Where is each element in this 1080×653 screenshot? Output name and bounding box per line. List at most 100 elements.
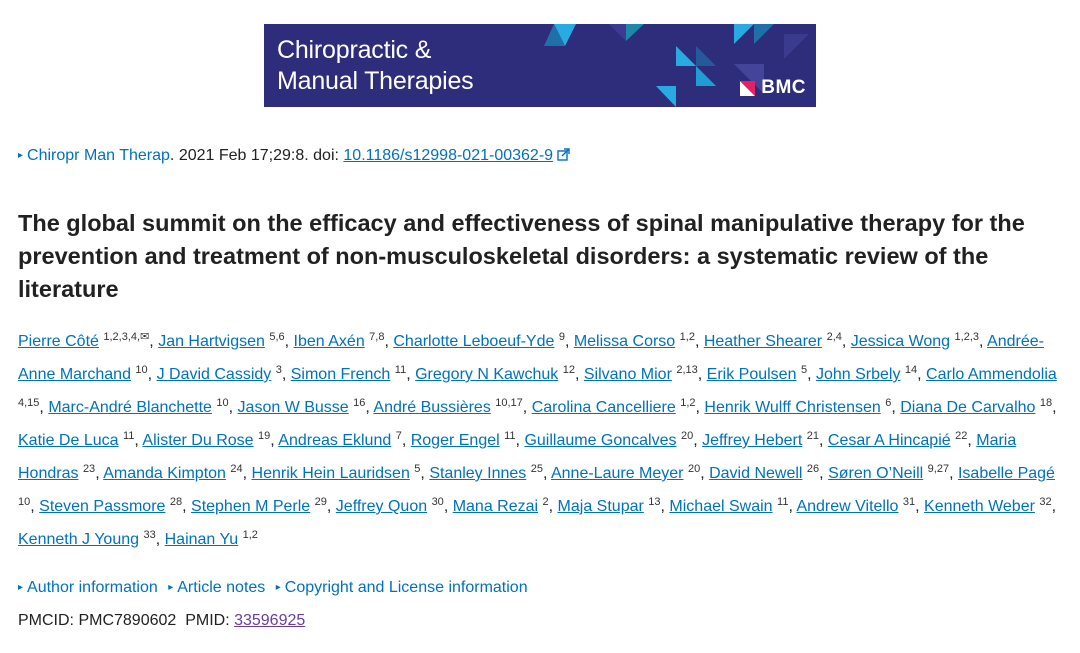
author-link[interactable]: Jeffrey Hebert <box>702 432 803 449</box>
author-link[interactable]: Guillaume Goncalves <box>524 432 677 449</box>
author-affiliation-sup[interactable]: 9 <box>558 331 565 343</box>
article-notes-toggle[interactable]: ▸ Article notes <box>168 579 265 596</box>
author-affiliation-sup[interactable]: 7,8 <box>369 331 385 343</box>
author-affiliation-sup[interactable]: 30 <box>431 496 444 508</box>
author-link[interactable]: Mana Rezai <box>452 498 539 515</box>
author-link[interactable]: Jan Hartvigsen <box>158 333 265 350</box>
author-affiliation-sup[interactable]: 1,2 <box>679 331 695 343</box>
author-affiliation-sup[interactable]: 1,2 <box>680 397 696 409</box>
author-link[interactable]: Iben Axén <box>293 333 365 350</box>
external-link-icon[interactable] <box>557 148 570 161</box>
author-link[interactable]: Henrik Hein Lauridsen <box>251 465 410 482</box>
author-affiliation-sup[interactable]: 3 <box>275 364 282 376</box>
author-affiliation-sup[interactable]: 24 <box>230 463 243 475</box>
author-affiliation-sup[interactable]: 10 <box>216 397 229 409</box>
author-link[interactable]: Søren O’Neill <box>828 465 924 482</box>
author-link[interactable]: Roger Engel <box>410 432 500 449</box>
author-affiliation-sup[interactable]: 10 <box>135 364 148 376</box>
author-link[interactable]: André Bussières <box>373 399 491 416</box>
author-link[interactable]: Anne-Laure Meyer <box>550 465 684 482</box>
author-link[interactable]: Maja Stupar <box>557 498 644 515</box>
author-link[interactable]: Hainan Yu <box>164 531 239 548</box>
author-link[interactable]: Kenneth J Young <box>18 531 140 548</box>
author-link[interactable]: Isabelle Pagé <box>957 465 1055 482</box>
author-link[interactable]: Cesar A Hincapié <box>827 432 951 449</box>
author-affiliation-sup[interactable]: 29 <box>314 496 327 508</box>
author-affiliation-sup[interactable]: 22 <box>955 430 968 442</box>
author-affiliation-sup[interactable]: 16 <box>353 397 366 409</box>
author-affiliation-sup[interactable]: 11 <box>777 496 789 508</box>
pmid-link[interactable]: 33596925 <box>234 612 306 629</box>
author-affiliation-sup[interactable]: 11 <box>122 430 135 442</box>
author-affiliation-sup[interactable]: 5 <box>414 463 421 475</box>
author-link[interactable]: Silvano Mior <box>583 366 672 383</box>
author-link[interactable]: Amanda Kimpton <box>103 465 226 482</box>
author-link[interactable]: Maria Hondras <box>18 432 1017 482</box>
author-affiliation-sup[interactable]: 19 <box>258 430 271 442</box>
author-affiliation-sup[interactable]: 1,2,3,4,✉ <box>103 331 150 343</box>
author-link[interactable]: Marc-André Blanchette <box>48 399 212 416</box>
author-link[interactable]: Jessica Wong <box>850 333 951 350</box>
author-link[interactable]: Henrik Wulff Christensen <box>704 399 881 416</box>
author-affiliation-sup[interactable]: 5 <box>800 364 808 376</box>
author-link[interactable]: Steven Passmore <box>39 498 166 515</box>
author-affiliation-sup[interactable]: 5,6 <box>269 331 285 343</box>
author-link[interactable]: Alister Du Rose <box>142 432 254 449</box>
author-affiliation-sup[interactable]: 10,17 <box>495 397 523 409</box>
author-link[interactable]: Carlo Ammendolia <box>926 366 1057 383</box>
author-affiliation-sup[interactable]: 2,13 <box>676 364 698 376</box>
author-affiliation-sup[interactable]: 11 <box>504 430 516 442</box>
author-link[interactable]: Andrew Vitello <box>796 498 899 515</box>
author-affiliation-sup[interactable]: 7 <box>395 430 402 442</box>
journal-banner[interactable]: Chiropractic & Manual Therapies BMC <box>264 24 816 107</box>
author-link[interactable]: Katie De Luca <box>18 432 119 449</box>
author-affiliation-sup[interactable]: 32 <box>1039 496 1052 508</box>
author-affiliation-sup[interactable]: 10 <box>18 496 31 508</box>
author-affiliation-sup[interactable]: 20 <box>680 430 694 442</box>
author-link[interactable]: Carolina Cancelliere <box>531 399 676 416</box>
author-link[interactable]: Pierre Côté <box>18 333 99 350</box>
author-affiliation-sup[interactable]: 2,4 <box>826 331 842 343</box>
author-affiliation-sup[interactable]: 13 <box>648 496 661 508</box>
author-link[interactable]: Michael Swain <box>669 498 773 515</box>
author-affiliation-sup[interactable]: 1,2,3 <box>954 331 979 343</box>
author-affiliation-sup[interactable]: 1,2 <box>242 529 258 541</box>
author-link[interactable]: Melissa Corso <box>573 333 676 350</box>
author-link[interactable]: Andreas Eklund <box>278 432 392 449</box>
author-link[interactable]: David Newell <box>709 465 803 482</box>
author-link[interactable]: Stanley Innes <box>429 465 527 482</box>
author-link[interactable]: Andrée-Anne Marchand <box>18 333 1044 383</box>
author-link[interactable]: Kenneth Weber <box>924 498 1035 515</box>
author-link[interactable]: Diana De Carvalho <box>900 399 1036 416</box>
author-affiliation-sup[interactable]: 23 <box>82 463 96 475</box>
author-affiliation-sup[interactable]: 6 <box>885 397 892 409</box>
author-link[interactable]: John Srbely <box>815 366 901 383</box>
author-affiliation-sup[interactable]: 2 <box>542 496 549 508</box>
author-link[interactable]: Jeffrey Quon <box>335 498 428 515</box>
author-link[interactable]: Jason W Busse <box>237 399 349 416</box>
author-affiliation-sup[interactable]: 9,27 <box>927 463 950 475</box>
author-affiliation-sup[interactable]: 18 <box>1039 397 1053 409</box>
doi-link[interactable]: 10.1186/s12998-021-00362-9 <box>343 147 554 164</box>
author-affiliation-sup[interactable]: 14 <box>904 364 918 376</box>
author-affiliation-sup[interactable]: 21 <box>806 430 820 442</box>
author-link[interactable]: Simon French <box>290 366 391 383</box>
author-link[interactable]: Charlotte Leboeuf-Yde <box>393 333 555 350</box>
author-affiliation-sup[interactable]: 28 <box>169 496 183 508</box>
author-affiliation-sup[interactable]: 4,15 <box>18 397 40 409</box>
author-link[interactable]: Heather Shearer <box>703 333 823 350</box>
author-information-toggle[interactable]: ▸ Author information <box>18 579 158 596</box>
author-affiliation-sup[interactable]: 12 <box>562 364 575 376</box>
author-link[interactable]: Stephen M Perle <box>191 498 311 515</box>
author-affiliation-sup[interactable]: 26 <box>806 463 820 475</box>
author-affiliation-sup[interactable]: 31 <box>902 496 916 508</box>
author-link[interactable]: Erik Poulsen <box>706 366 797 383</box>
author-affiliation-sup[interactable]: 20 <box>687 463 701 475</box>
author-link[interactable]: J David Cassidy <box>156 366 272 383</box>
copyright-toggle[interactable]: ▸ Copyright and License information <box>276 579 528 596</box>
journal-link[interactable]: Chiropr Man Therap <box>27 147 170 164</box>
author-affiliation-sup[interactable]: 11 <box>394 364 407 376</box>
author-affiliation-sup[interactable]: 25 <box>530 463 543 475</box>
author-affiliation-sup[interactable]: 33 <box>143 529 156 541</box>
author-link[interactable]: Gregory N Kawchuk <box>415 366 559 383</box>
